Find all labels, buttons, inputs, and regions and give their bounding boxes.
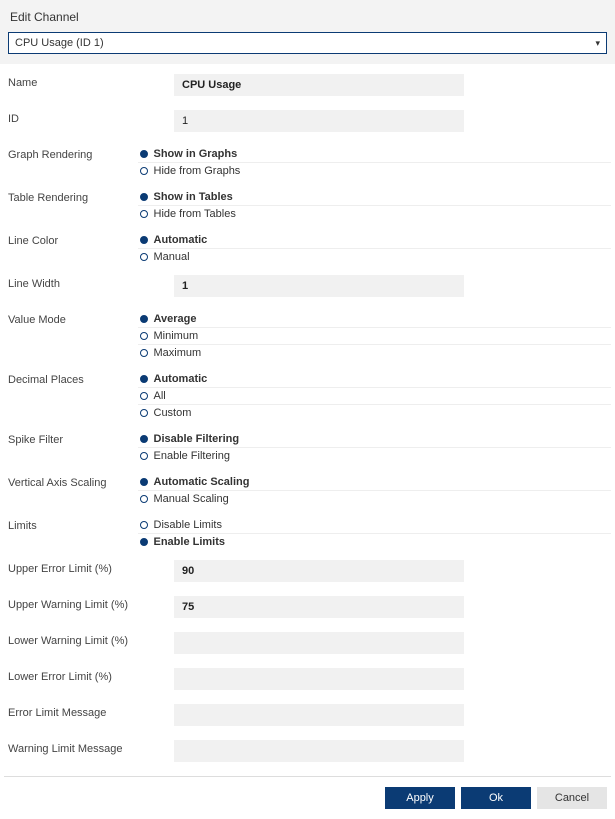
decimal-places-group: Automatic All Custom: [138, 371, 612, 421]
radio-dot-icon: [140, 315, 148, 323]
radio-option-label: Show in Tables: [154, 191, 233, 203]
line-width-input[interactable]: [174, 275, 464, 297]
radio-option[interactable]: Minimum: [138, 328, 612, 345]
radio-option[interactable]: Enable Limits: [138, 534, 612, 550]
radio-dot-icon: [140, 538, 148, 546]
dialog-title: Edit Channel: [8, 6, 607, 32]
name-label: Name: [4, 74, 174, 89]
radio-dot-icon: [140, 332, 148, 340]
radio-option[interactable]: Automatic Scaling: [138, 474, 612, 491]
radio-option[interactable]: Disable Limits: [138, 517, 612, 534]
radio-option[interactable]: Enable Filtering: [138, 448, 612, 464]
radio-option-label: Manual Scaling: [154, 493, 229, 505]
spike-filter-label: Spike Filter: [4, 431, 138, 446]
radio-option-label: Minimum: [154, 330, 199, 342]
radio-option[interactable]: All: [138, 388, 612, 405]
graph-rendering-group: Show in Graphs Hide from Graphs: [138, 146, 612, 179]
radio-option[interactable]: Hide from Tables: [138, 206, 612, 222]
upper-error-limit-label: Upper Error Limit (%): [4, 560, 174, 575]
radio-dot-icon: [140, 452, 148, 460]
form-body: Name ID Graph Rendering Show in Graphs Hi…: [0, 64, 615, 819]
footer-separator: [4, 776, 611, 777]
warning-limit-message-input[interactable]: [174, 740, 464, 762]
table-rendering-label: Table Rendering: [4, 189, 138, 204]
ok-button[interactable]: Ok: [461, 787, 531, 809]
upper-error-limit-input[interactable]: [174, 560, 464, 582]
graph-rendering-label: Graph Rendering: [4, 146, 138, 161]
vertical-axis-scaling-label: Vertical Axis Scaling: [4, 474, 138, 489]
radio-dot-icon: [140, 210, 148, 218]
decimal-places-label: Decimal Places: [4, 371, 138, 386]
line-color-group: Automatic Manual: [138, 232, 612, 265]
line-width-label: Line Width: [4, 275, 174, 290]
radio-dot-icon: [140, 236, 148, 244]
error-limit-message-label: Error Limit Message: [4, 704, 174, 719]
apply-button[interactable]: Apply: [385, 787, 455, 809]
upper-warning-limit-input[interactable]: [174, 596, 464, 618]
value-mode-label: Value Mode: [4, 311, 138, 326]
radio-option[interactable]: Show in Graphs: [138, 146, 612, 163]
radio-dot-icon: [140, 409, 148, 417]
id-input[interactable]: [174, 110, 464, 132]
radio-option-label: Automatic Scaling: [154, 476, 250, 488]
radio-option-label: Disable Filtering: [154, 433, 240, 445]
radio-option[interactable]: Disable Filtering: [138, 431, 612, 448]
line-color-label: Line Color: [4, 232, 138, 247]
radio-option-label: Manual: [154, 251, 190, 263]
radio-option[interactable]: Automatic: [138, 232, 612, 249]
id-label: ID: [4, 110, 174, 125]
limits-group: Disable Limits Enable Limits: [138, 517, 612, 550]
radio-dot-icon: [140, 435, 148, 443]
error-limit-message-input[interactable]: [174, 704, 464, 726]
name-input[interactable]: [174, 74, 464, 96]
radio-option-label: Hide from Tables: [154, 208, 236, 220]
radio-option-label: Enable Filtering: [154, 450, 230, 462]
radio-dot-icon: [140, 150, 148, 158]
lower-error-limit-input[interactable]: [174, 668, 464, 690]
lower-warning-limit-input[interactable]: [174, 632, 464, 654]
limits-label: Limits: [4, 517, 138, 532]
radio-option-label: Show in Graphs: [154, 148, 238, 160]
table-rendering-group: Show in Tables Hide from Tables: [138, 189, 612, 222]
radio-dot-icon: [140, 167, 148, 175]
cancel-button[interactable]: Cancel: [537, 787, 607, 809]
radio-option[interactable]: Manual: [138, 249, 612, 265]
radio-option[interactable]: Hide from Graphs: [138, 163, 612, 179]
dialog-footer: Apply Ok Cancel: [4, 787, 611, 813]
value-mode-group: Average Minimum Maximum: [138, 311, 612, 361]
radio-option-label: Enable Limits: [154, 536, 226, 548]
warning-limit-message-label: Warning Limit Message: [4, 740, 174, 755]
radio-option-label: Hide from Graphs: [154, 165, 241, 177]
radio-dot-icon: [140, 193, 148, 201]
radio-option[interactable]: Average: [138, 311, 612, 328]
radio-dot-icon: [140, 375, 148, 383]
radio-dot-icon: [140, 521, 148, 529]
radio-option-label: Average: [154, 313, 197, 325]
radio-option[interactable]: Automatic: [138, 371, 612, 388]
radio-option-label: Automatic: [154, 234, 208, 246]
radio-option-label: All: [154, 390, 166, 402]
radio-dot-icon: [140, 478, 148, 486]
spike-filter-group: Disable Filtering Enable Filtering: [138, 431, 612, 464]
radio-option[interactable]: Manual Scaling: [138, 491, 612, 507]
radio-option-label: Disable Limits: [154, 519, 222, 531]
radio-option[interactable]: Maximum: [138, 345, 612, 361]
lower-warning-limit-label: Lower Warning Limit (%): [4, 632, 174, 647]
chevron-down-icon: ▾: [595, 38, 600, 49]
radio-dot-icon: [140, 392, 148, 400]
radio-dot-icon: [140, 253, 148, 261]
radio-option-label: Custom: [154, 407, 192, 419]
radio-dot-icon: [140, 495, 148, 503]
radio-option[interactable]: Show in Tables: [138, 189, 612, 206]
radio-option-label: Maximum: [154, 347, 202, 359]
lower-error-limit-label: Lower Error Limit (%): [4, 668, 174, 683]
channel-select-dropdown[interactable]: CPU Usage (ID 1) ▾: [8, 32, 607, 54]
radio-dot-icon: [140, 349, 148, 357]
upper-warning-limit-label: Upper Warning Limit (%): [4, 596, 174, 611]
edit-channel-dialog: Edit Channel CPU Usage (ID 1) ▾: [0, 0, 615, 64]
radio-option[interactable]: Custom: [138, 405, 612, 421]
vertical-axis-scaling-group: Automatic Scaling Manual Scaling: [138, 474, 612, 507]
radio-option-label: Automatic: [154, 373, 208, 385]
dropdown-selected-label: CPU Usage (ID 1): [15, 37, 104, 49]
